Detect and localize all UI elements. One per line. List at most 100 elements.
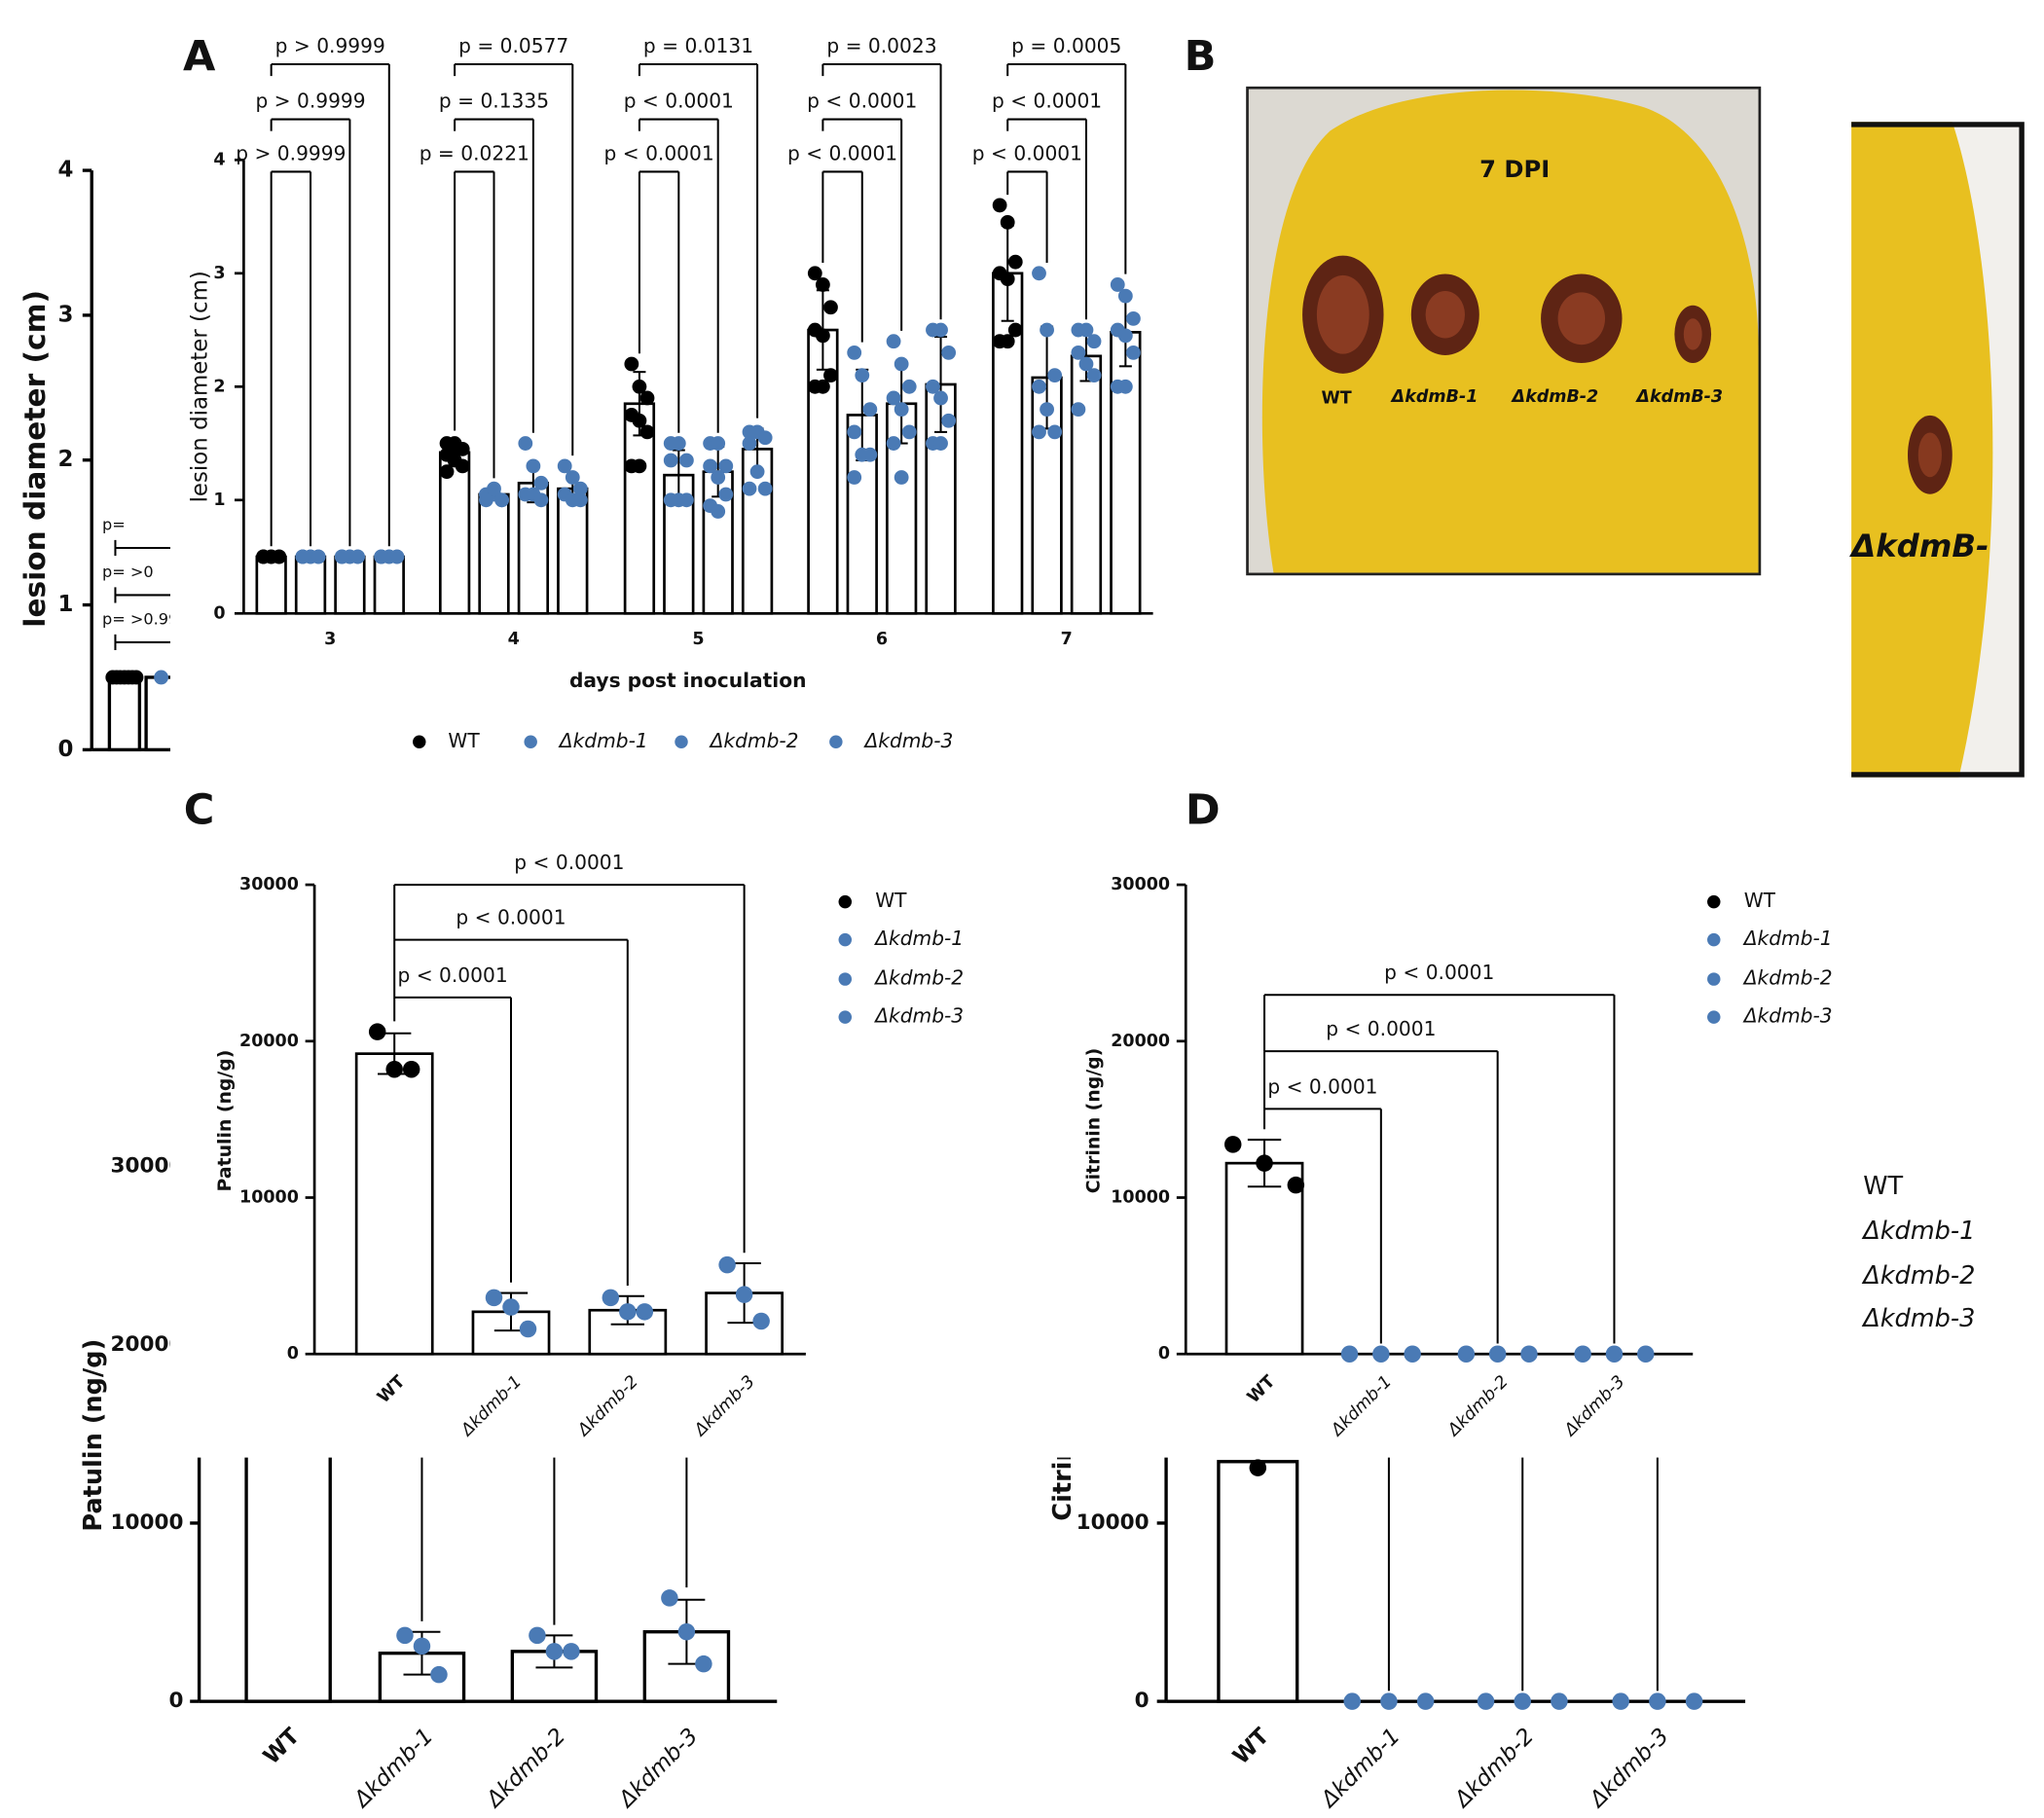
legend-label: Δkdmb-1 [873, 927, 964, 950]
legend-marker [1707, 972, 1721, 986]
data-point [128, 670, 144, 685]
data-point [502, 1298, 520, 1316]
y-tick-label: 0 [57, 737, 73, 762]
data-point [639, 390, 655, 406]
data-point [678, 492, 694, 508]
bar [557, 487, 589, 615]
data-point [886, 436, 901, 451]
x-axis-label: days post inoculation [569, 669, 806, 692]
data-point [619, 1303, 637, 1321]
data-point [1477, 1692, 1495, 1710]
legend-marker [829, 735, 843, 749]
data-point [933, 322, 948, 338]
data-point [677, 1622, 696, 1641]
data-point [1343, 1692, 1361, 1710]
data-point [1249, 1459, 1267, 1476]
panel-label: B [1185, 32, 1217, 81]
legend-marker [524, 735, 537, 749]
data-point [529, 1626, 546, 1645]
data-point [1117, 328, 1133, 344]
p-value: p < 0.0001 [787, 141, 897, 164]
data-point [557, 458, 572, 474]
p-value: p = 0.1335 [439, 90, 549, 113]
x-tick-label: Δkdmb-1 [1315, 1724, 1405, 1814]
data-point [494, 492, 509, 508]
data-point [823, 300, 838, 315]
data-point [350, 549, 365, 564]
x-tick-label: Δkdmb-2 [1449, 1724, 1540, 1814]
data-point [749, 464, 765, 480]
data-point [1071, 402, 1086, 418]
legend-label: Δkdmb-2 [1742, 966, 1833, 990]
x-tick-label: 6 [876, 630, 888, 649]
p-value: p < 0.0001 [514, 851, 624, 874]
data-point [1007, 254, 1023, 270]
y-axis-label: lesion diameter (cm) [18, 290, 52, 628]
data-point [894, 356, 909, 372]
data-point [823, 368, 838, 383]
y-tick-label: 1 [57, 592, 73, 617]
data-point [1404, 1345, 1421, 1363]
data-point [1520, 1345, 1538, 1363]
data-point [941, 345, 957, 360]
data-point [1287, 1176, 1305, 1194]
data-point [256, 549, 271, 564]
p-value: p = 0.0131 [643, 34, 753, 57]
data-point [941, 413, 957, 428]
data-point [1416, 1692, 1435, 1710]
p-value: p > 0.9999 [275, 34, 385, 57]
data-point [632, 458, 647, 474]
y-tick-label: 20000 [239, 1032, 299, 1051]
lesion-center [1557, 292, 1606, 345]
data-point [1086, 334, 1102, 349]
legend-label: Δkdmb-3 [1742, 1004, 1833, 1028]
x-tick-label: 3 [324, 630, 336, 649]
data-point [757, 430, 773, 446]
y-tick-label: 10000 [111, 1510, 184, 1535]
data-point [815, 379, 830, 394]
apple [1261, 90, 1759, 573]
data-point [1380, 1692, 1398, 1710]
data-point [519, 1320, 537, 1338]
data-point [565, 470, 580, 485]
data-point [855, 368, 870, 383]
bar [1070, 354, 1103, 615]
bar [1224, 1161, 1304, 1356]
data-point [711, 504, 726, 519]
data-point [295, 549, 310, 564]
data-point [1551, 1692, 1568, 1710]
p-value: p > 0.9999 [236, 141, 346, 164]
x-tick-label: 4 [508, 630, 520, 649]
data-point [533, 492, 549, 508]
y-tick-label: 2 [213, 377, 225, 396]
data-point [272, 549, 287, 564]
data-point [901, 379, 917, 394]
bar [438, 451, 471, 615]
legend-marker [838, 1010, 852, 1024]
data-point [992, 198, 1007, 213]
x-tick-label: Δkdmb-1 [348, 1724, 439, 1814]
data-point [518, 436, 533, 451]
bar [373, 555, 405, 615]
x-tick-label: Δkdmb-2 [481, 1724, 571, 1814]
p-value: p < 0.0001 [972, 141, 1082, 164]
legend-label: WT [1744, 889, 1776, 912]
lesion-center [1683, 318, 1702, 350]
data-point [933, 436, 948, 451]
p-value: p= >0.99 [102, 610, 178, 629]
legend-marker [838, 894, 852, 909]
data-point [933, 390, 948, 406]
data-point [1223, 1136, 1242, 1153]
data-point [389, 549, 405, 564]
data-point [703, 458, 718, 474]
data-point [1040, 322, 1054, 338]
data-point [886, 334, 901, 349]
data-point [678, 453, 694, 468]
x-tick-label: Δkdmb-3 [1584, 1724, 1674, 1814]
data-point [926, 379, 940, 394]
bar [255, 555, 287, 615]
p-value: p < 0.0001 [1326, 1017, 1436, 1040]
lesion-center [1425, 290, 1465, 339]
data-point [402, 1060, 420, 1078]
data-point [545, 1643, 564, 1660]
